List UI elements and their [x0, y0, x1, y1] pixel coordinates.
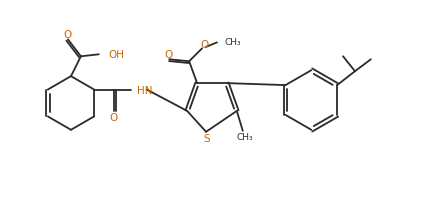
Text: O: O — [200, 40, 208, 50]
Text: OH: OH — [108, 50, 124, 60]
Text: O: O — [109, 112, 118, 122]
Text: CH₃: CH₃ — [236, 133, 253, 142]
Text: O: O — [165, 50, 173, 60]
Text: O: O — [63, 30, 72, 40]
Text: HN: HN — [138, 85, 153, 95]
Text: CH₃: CH₃ — [225, 38, 241, 47]
Text: S: S — [204, 133, 210, 143]
